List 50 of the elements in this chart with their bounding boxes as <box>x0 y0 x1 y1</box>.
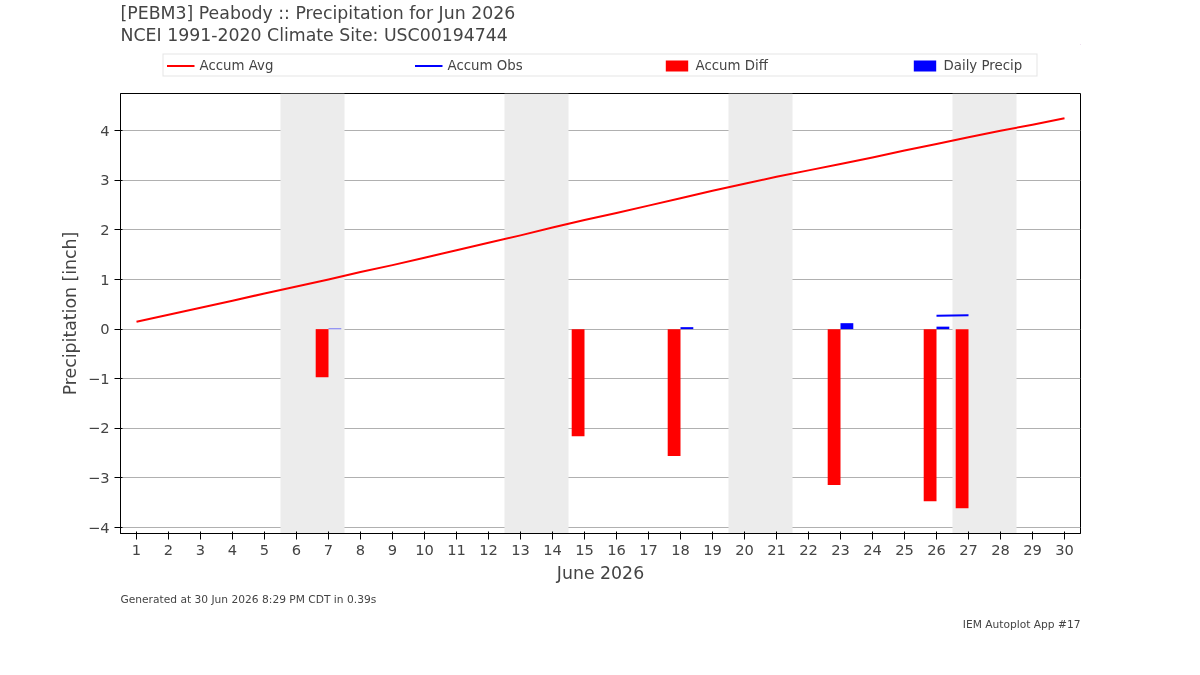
chart-subtitle: NCEI 1991-2020 Climate Site: USC00194744 <box>120 24 508 45</box>
x-tick-label: 5 <box>259 540 270 558</box>
y-tick-label: −3 <box>87 468 110 486</box>
line-series <box>135 117 1066 323</box>
y-tick-label: 2 <box>100 220 110 238</box>
text: Generated at 30 Jun 2026 8:29 PM CDT in 0.39s <box>120 592 377 606</box>
x-tick-label: 27 <box>959 540 978 558</box>
y-tick-label: −4 <box>87 518 110 536</box>
x-tick-label: 1 <box>131 540 142 558</box>
y-axis-title: Precipitation [inch] <box>59 231 80 396</box>
x-tick-label: 26 <box>927 540 946 558</box>
x-tick-label: 2 <box>163 540 174 558</box>
x-tick-label: 15 <box>575 540 594 558</box>
x-tick-label: 13 <box>511 540 530 558</box>
x-tick-label: 24 <box>863 540 882 558</box>
x-tick-label: 28 <box>991 540 1010 558</box>
x-tick-label: 9 <box>387 540 398 558</box>
legend-label: Accum Avg <box>199 57 275 73</box>
chart-title: [PEBM3] Peabody :: Precipitation for Jun 2026 <box>120 2 516 23</box>
x-tick-label: 8 <box>355 540 366 558</box>
y-tick-label: −1 <box>87 369 110 387</box>
x-tick-label: 6 <box>291 540 302 558</box>
x-axis-title: June 2026 <box>555 562 645 583</box>
x-tick-label: 22 <box>799 540 818 558</box>
x-tick-label: 7 <box>323 540 334 558</box>
x-tick-label: 30 <box>1055 540 1074 558</box>
y-tick-label: 4 <box>100 121 110 139</box>
text: IEM Autoplot App #17 <box>962 617 1081 631</box>
legend-label: Accum Diff <box>695 57 770 73</box>
x-tick-label: 18 <box>671 540 690 558</box>
x-tick-label: 11 <box>447 540 466 558</box>
x-tick-label: 16 <box>607 540 626 558</box>
x-tick-label: 19 <box>703 540 722 558</box>
y-tick-label: −2 <box>87 419 110 437</box>
legend-label: Daily Precip <box>943 57 1024 73</box>
x-tick-label: 21 <box>767 540 786 558</box>
x-tick-label: 14 <box>543 540 562 558</box>
x-tick-label: 29 <box>1023 540 1042 558</box>
x-tick-label: 4 <box>227 540 238 558</box>
x-tick-label: 23 <box>831 540 850 558</box>
y-tick-label: 1 <box>100 270 110 288</box>
legend-label: Accum Obs <box>447 57 524 73</box>
y-tick-label: 3 <box>100 171 110 189</box>
x-tick-label: 20 <box>735 540 754 558</box>
x-tick-label: 25 <box>895 540 914 558</box>
y-tick-label: 0 <box>100 320 110 338</box>
x-tick-label: 10 <box>415 540 434 558</box>
x-tick-label: 17 <box>639 540 658 558</box>
x-tick-label: 12 <box>479 540 498 558</box>
x-tick-label: 3 <box>195 540 206 558</box>
